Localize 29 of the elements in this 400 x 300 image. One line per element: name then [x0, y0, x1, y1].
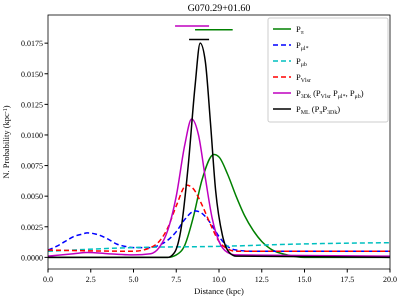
x-tick-label: 5.0: [128, 275, 138, 284]
chart-title: G070.29+01.60: [188, 3, 250, 14]
y-tick-label: 0.0075: [21, 162, 43, 171]
y-tick-label: 0.0150: [21, 70, 43, 79]
legend-label: P$_{μl*}$: [296, 40, 309, 52]
y-tick-label: 0.0125: [21, 100, 43, 110]
x-tick-label: 0.0: [43, 275, 53, 284]
y-tick-label: 0.0025: [21, 222, 43, 232]
x-tick-label: 12.5: [254, 275, 269, 284]
legend-label: P$_{ML}$ (P$_{π}$P$_{3Dk}$): [296, 104, 340, 116]
legend-label: P$_{Vlsr}$: [296, 72, 311, 84]
x-tick-label: 17.5: [340, 275, 354, 284]
line-series: [48, 242, 390, 252]
line-series: [48, 118, 390, 257]
y-tick-label: 0.0100: [21, 130, 43, 140]
x-tick-label: 10.0: [212, 275, 226, 284]
x-tick-label: 15.0: [298, 275, 312, 284]
x-axis-title: Distance (kpc): [194, 286, 244, 296]
y-tick-label: 0.0050: [21, 192, 43, 202]
x-tick-label: 20.0: [383, 275, 397, 284]
legend-label: P$_{π}$: [296, 24, 304, 36]
y-tick-label: 0.0000: [21, 253, 43, 262]
line-series: [48, 184, 390, 252]
text: P$_{3Dk}$ (P$_{Vlsr}$ P$_{μl*}$, P$_{μb}$): [296, 88, 364, 100]
x-tick-label: 7.5: [171, 275, 182, 284]
x-tick-label: 2.5: [86, 275, 96, 284]
line-series: [48, 210, 390, 252]
y-tick-label: 0.0175: [21, 39, 43, 48]
legend-label: P$_{μb}$: [296, 56, 307, 68]
